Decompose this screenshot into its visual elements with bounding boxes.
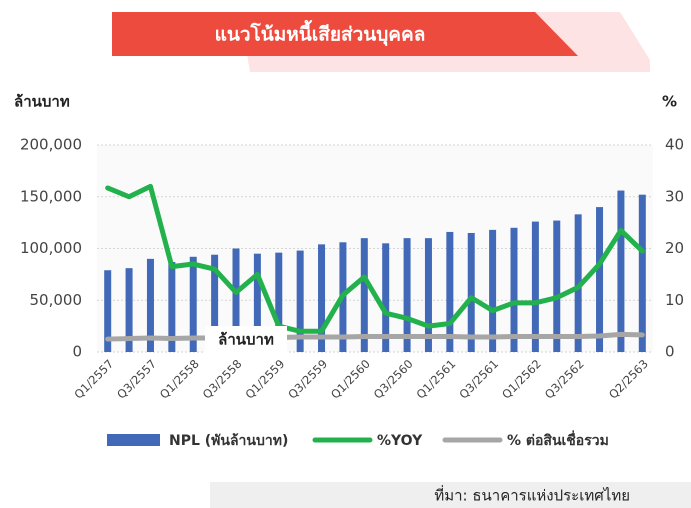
annotation: ล้านบาท	[218, 331, 274, 349]
bar	[638, 194, 646, 352]
x-tick-label: Q1/2557	[71, 357, 116, 402]
bar	[360, 238, 368, 352]
legend-label: %YOY	[377, 433, 423, 449]
bar	[104, 270, 112, 352]
bar	[318, 244, 326, 352]
source: ที่มา: ธนาคารแห่งประเทศไทย	[434, 485, 630, 505]
y-tick-label: 50,000	[30, 291, 83, 309]
legend-label: NPL (พันล้านบาท)	[169, 433, 288, 449]
y2-tick-label: 40	[665, 136, 684, 154]
y2-tick-label: 0	[665, 343, 675, 361]
bar	[125, 268, 133, 352]
bar	[489, 229, 497, 352]
x-tick-label: Q1/2562	[499, 357, 544, 402]
bar	[510, 227, 518, 352]
bar	[382, 243, 390, 352]
y2-tick-label: 30	[665, 187, 684, 205]
legend-label: % ต่อสินเชื่อรวม	[507, 430, 609, 449]
y-tick-label: 200,000	[20, 136, 82, 154]
title-banner	[112, 12, 578, 56]
x-tick-label: Q3/2557	[114, 357, 159, 402]
x-tick-label: Q1/2561	[414, 357, 459, 402]
bar	[574, 214, 582, 352]
y-tick-label: 0	[72, 343, 82, 361]
bar	[189, 256, 197, 352]
x-tick-label: Q1/2560	[328, 357, 373, 402]
y-axis-label: ล้านบาท	[14, 93, 70, 111]
y2-axis-label: %	[662, 93, 677, 111]
legend-swatch	[107, 434, 160, 446]
bar	[467, 232, 475, 352]
bar	[232, 248, 240, 352]
y-tick-label: 150,000	[20, 187, 82, 205]
x-tick-label: Q2/2563	[606, 357, 651, 402]
line-series	[105, 331, 645, 342]
bar	[446, 231, 454, 352]
bar	[168, 261, 176, 352]
y-tick-label: 100,000	[20, 239, 82, 257]
x-tick-label: Q3/2561	[456, 357, 501, 402]
bar	[617, 190, 625, 352]
chart-title: แนวโน้มหนี้เสียส่วนบุคคล	[215, 20, 426, 47]
y2-tick-label: 10	[665, 291, 684, 309]
source-bar	[210, 482, 691, 508]
bar	[146, 258, 154, 352]
x-tick-label: Q3/2559	[285, 357, 330, 402]
bar	[553, 220, 561, 352]
bar	[296, 250, 304, 352]
x-tick-label: Q3/2560	[371, 357, 416, 402]
x-tick-label: Q3/2562	[542, 357, 587, 402]
x-tick-label: Q1/2559	[242, 357, 287, 402]
bar	[211, 254, 219, 352]
bar	[596, 207, 604, 352]
line-series	[105, 183, 645, 334]
bar	[531, 221, 539, 352]
bar	[275, 252, 283, 352]
bar	[253, 253, 261, 352]
bar	[403, 238, 411, 352]
x-tick-label: Q1/2558	[157, 357, 202, 402]
x-tick-label: Q3/2558	[200, 357, 245, 402]
annotation-box	[205, 326, 287, 353]
bar	[424, 238, 432, 352]
y2-tick-label: 20	[665, 239, 684, 257]
